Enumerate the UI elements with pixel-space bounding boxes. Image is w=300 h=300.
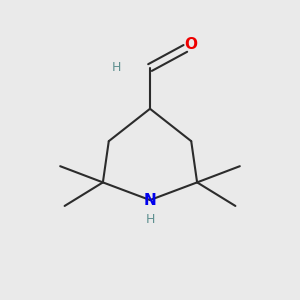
Text: H: H — [145, 213, 155, 226]
Text: H: H — [112, 61, 121, 74]
Text: N: N — [144, 193, 156, 208]
Text: O: O — [184, 37, 197, 52]
